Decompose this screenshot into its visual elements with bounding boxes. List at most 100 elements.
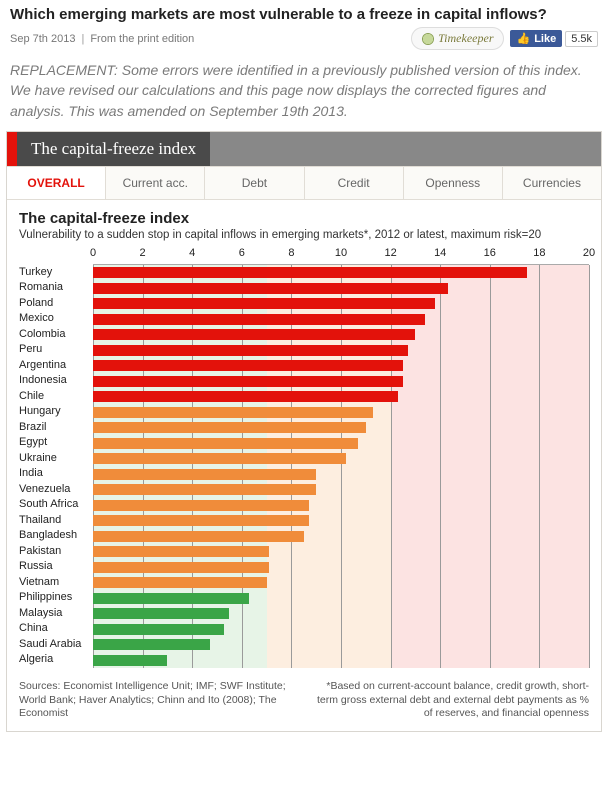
bar <box>93 438 358 449</box>
country-label: Colombia <box>19 327 93 343</box>
article-meta: Sep 7th 2013 | From the print edition Ti… <box>0 25 608 56</box>
bar <box>93 546 269 557</box>
country-label: Algeria <box>19 652 93 668</box>
x-tick: 18 <box>533 247 545 259</box>
bar <box>93 608 229 619</box>
bar <box>93 484 316 495</box>
chart-footnote: *Based on current-account balance, credi… <box>311 680 589 721</box>
bar <box>93 360 403 371</box>
bar-row <box>93 451 589 467</box>
x-tick: 20 <box>583 247 595 259</box>
article-title: Which emerging markets are most vulnerab… <box>0 0 608 25</box>
tab-openness[interactable]: Openness <box>404 167 503 199</box>
thumbs-up-icon: 👍 <box>516 32 530 45</box>
country-label: China <box>19 621 93 637</box>
bar-row <box>93 342 589 358</box>
tabs: OVERALLCurrent acc.DebtCreditOpennessCur… <box>7 166 601 200</box>
bar <box>93 515 309 526</box>
country-label: Ukraine <box>19 451 93 467</box>
article-edition: From the print edition <box>90 33 194 45</box>
tab-currencies[interactable]: Currencies <box>503 167 601 199</box>
bar-row <box>93 575 589 591</box>
tab-overall[interactable]: OVERALL <box>7 167 106 199</box>
bar-row <box>93 265 589 281</box>
country-label: Venezuela <box>19 482 93 498</box>
x-tick: 10 <box>335 247 347 259</box>
bar-row <box>93 296 589 312</box>
y-axis-labels: TurkeyRomaniaPolandMexicoColombiaPeruArg… <box>19 247 93 668</box>
bar-row <box>93 482 589 498</box>
country-label: Saudi Arabia <box>19 637 93 653</box>
country-label: Egypt <box>19 435 93 451</box>
bar-row <box>93 280 589 296</box>
x-tick: 2 <box>140 247 146 259</box>
clock-icon <box>422 33 434 45</box>
tab-debt[interactable]: Debt <box>205 167 304 199</box>
country-label: Romania <box>19 280 93 296</box>
bar-row <box>93 420 589 436</box>
gridline <box>589 265 590 668</box>
chart-widget: The capital-freeze index OVERALLCurrent … <box>6 131 602 732</box>
bar <box>93 345 408 356</box>
facebook-like[interactable]: 👍 Like 5.5k <box>510 30 598 47</box>
bar <box>93 624 224 635</box>
bar-row <box>93 544 589 560</box>
bar <box>93 639 210 650</box>
bar <box>93 391 398 402</box>
country-label: Philippines <box>19 590 93 606</box>
country-label: Malaysia <box>19 606 93 622</box>
bar-row <box>93 435 589 451</box>
bar-row <box>93 652 589 668</box>
bar <box>93 655 167 666</box>
bar-row <box>93 373 589 389</box>
bar-row <box>93 311 589 327</box>
country-label: Thailand <box>19 513 93 529</box>
bar <box>93 314 425 325</box>
country-label: Pakistan <box>19 544 93 560</box>
x-axis: 02468101214161820 <box>93 247 589 265</box>
bar-row <box>93 528 589 544</box>
bar-row <box>93 404 589 420</box>
correction-notice: REPLACEMENT: Some errors were identified… <box>0 56 608 131</box>
bar <box>93 329 415 340</box>
x-tick: 0 <box>90 247 96 259</box>
country-label: Russia <box>19 559 93 575</box>
bar-row <box>93 389 589 405</box>
country-label: Turkey <box>19 265 93 281</box>
country-label: Poland <box>19 296 93 312</box>
chart-footer: Sources: Economist Intelligence Unit; IM… <box>7 674 601 731</box>
x-tick: 8 <box>288 247 294 259</box>
chart-subtitle: Vulnerability to a sudden stop in capita… <box>19 229 589 241</box>
country-label: Peru <box>19 342 93 358</box>
country-label: India <box>19 466 93 482</box>
x-tick: 14 <box>434 247 446 259</box>
tab-credit[interactable]: Credit <box>305 167 404 199</box>
chart-title: The capital-freeze index <box>19 210 589 227</box>
bar-row <box>93 637 589 653</box>
bar-row <box>93 559 589 575</box>
timekeeper-button[interactable]: Timekeeper <box>411 27 504 50</box>
widget-header: The capital-freeze index <box>7 132 601 166</box>
bar-row <box>93 513 589 529</box>
tab-current-acc-[interactable]: Current acc. <box>106 167 205 199</box>
country-label: Mexico <box>19 311 93 327</box>
chart-area: The capital-freeze index Vulnerability t… <box>7 200 601 674</box>
bar <box>93 469 316 480</box>
country-label: South Africa <box>19 497 93 513</box>
article-date: Sep 7th 2013 <box>10 33 75 45</box>
bar <box>93 577 267 588</box>
chart-grid: 02468101214161820 <box>93 247 589 668</box>
bar <box>93 407 373 418</box>
country-label: Bangladesh <box>19 528 93 544</box>
bar <box>93 376 403 387</box>
x-tick: 6 <box>239 247 245 259</box>
bar-row <box>93 606 589 622</box>
fb-like-count: 5.5k <box>565 31 598 47</box>
country-label: Brazil <box>19 420 93 436</box>
x-tick: 4 <box>189 247 195 259</box>
bar <box>93 283 448 294</box>
country-label: Argentina <box>19 358 93 374</box>
bars-container <box>93 265 589 668</box>
timekeeper-label: Timekeeper <box>438 31 493 46</box>
bar-row <box>93 621 589 637</box>
